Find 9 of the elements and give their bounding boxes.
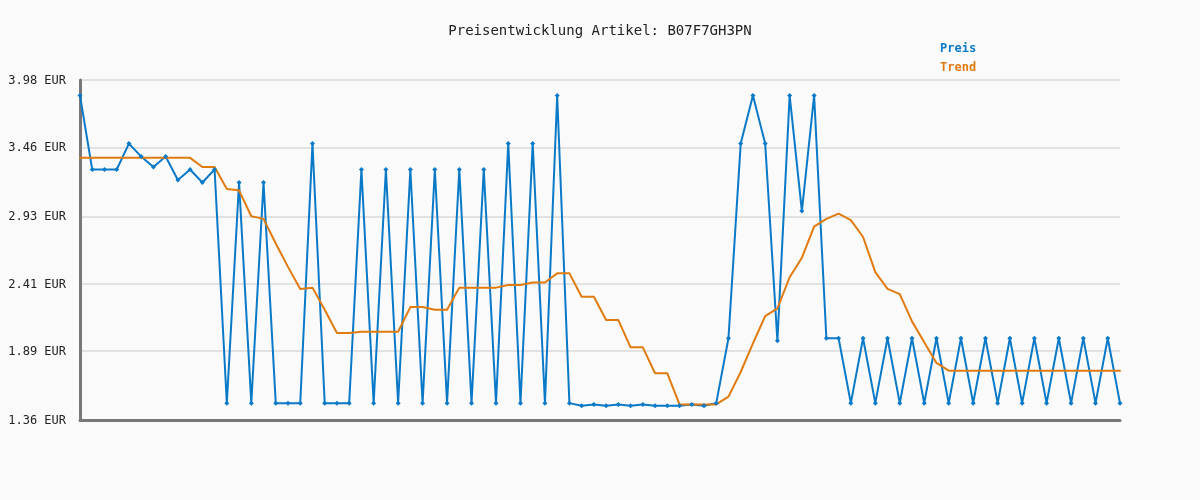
y-tick-label: 1.36 EUR	[8, 413, 67, 427]
y-tick-label: 2.93 EUR	[8, 209, 67, 224]
y-tick-label: 3.98 EUR	[8, 73, 67, 87]
text: Preis	[940, 41, 977, 55]
y-tick-label: 2.41 EUR	[8, 276, 67, 291]
y-tick-label: 3.46 EUR	[8, 140, 67, 155]
text: Trend	[940, 60, 977, 74]
chart-title: Preisentwicklung Artikel: B07F7GH3PN	[448, 22, 752, 38]
y-tick-label: 1.89 EUR	[8, 344, 67, 359]
